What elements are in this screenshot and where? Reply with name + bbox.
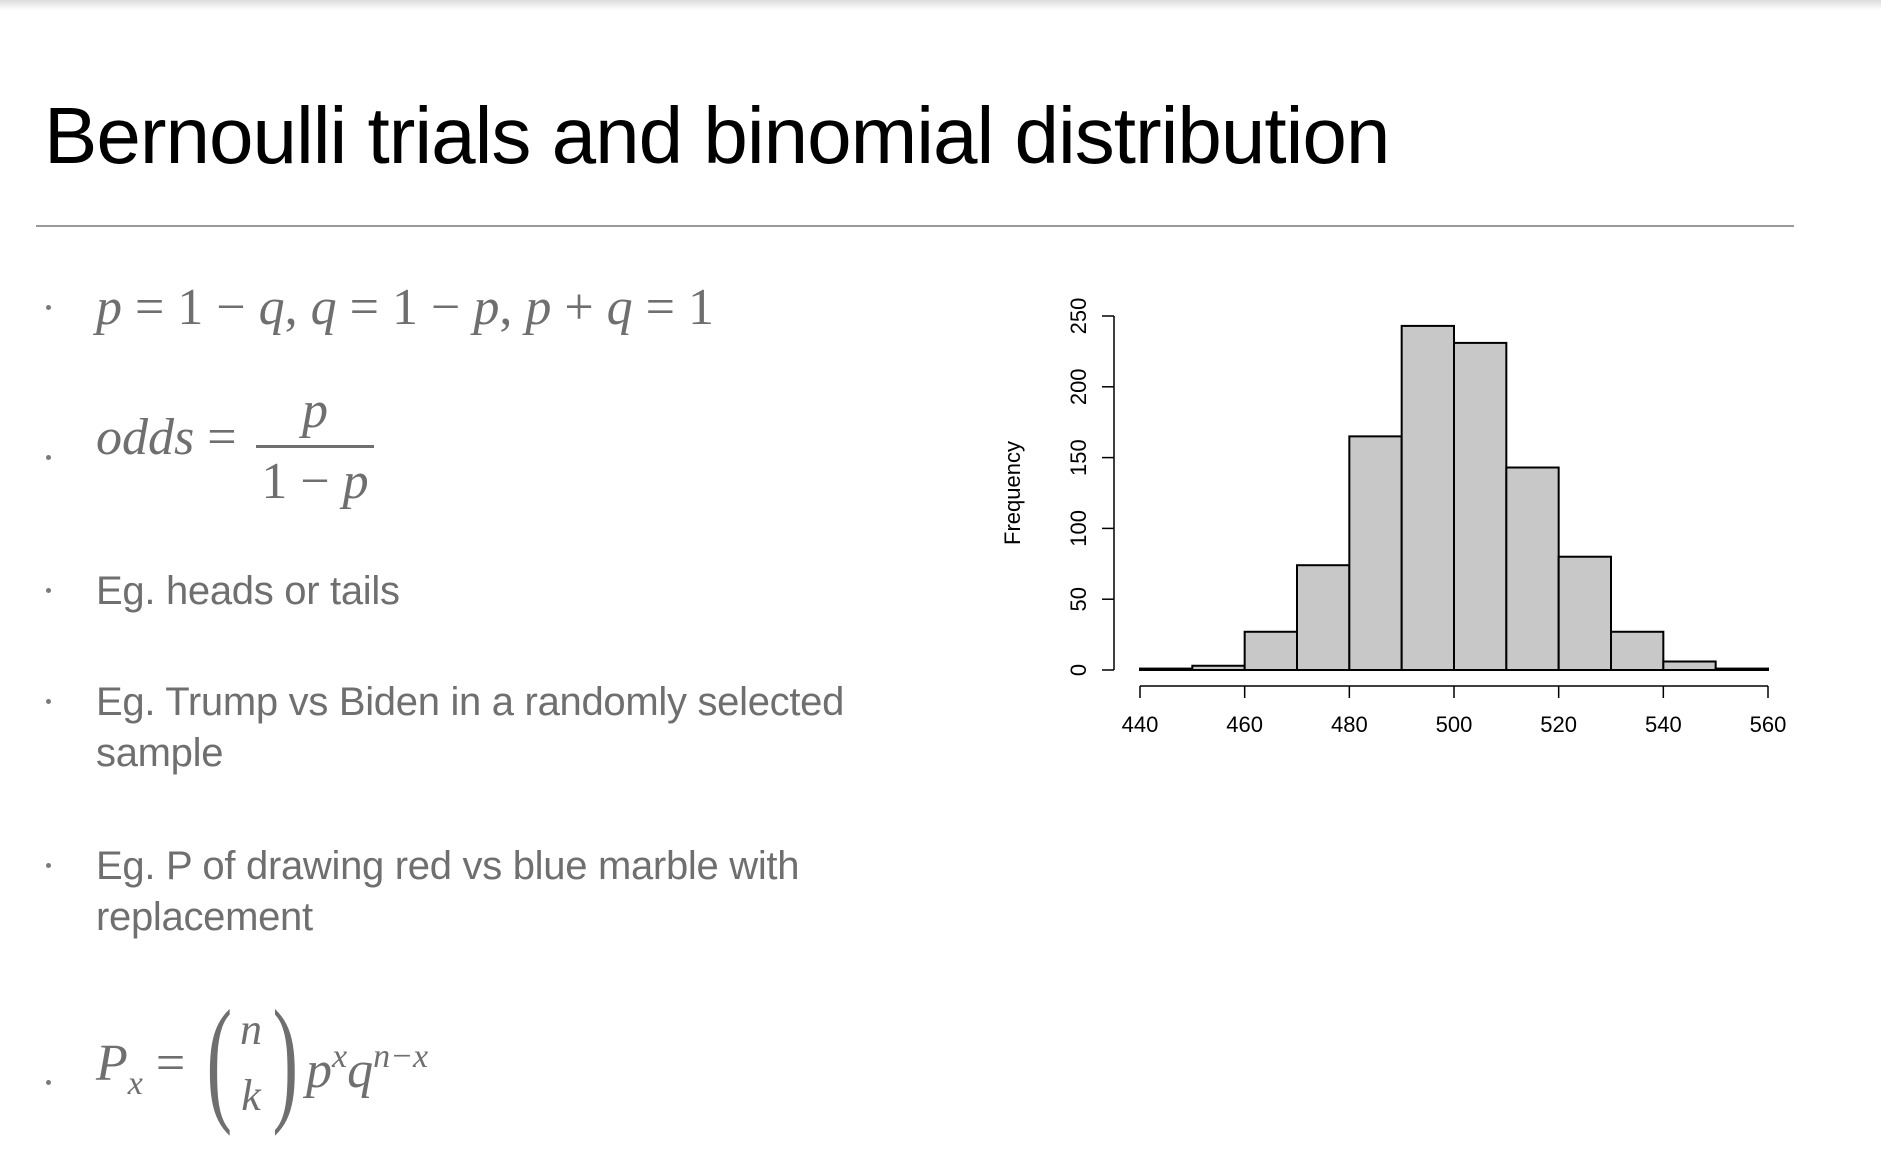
comma: , <box>284 279 311 336</box>
exponent-x: x <box>332 1038 348 1075</box>
binom-n: n <box>240 1005 262 1054</box>
var-q: q <box>347 1042 374 1099</box>
fraction-denominator: 1 − p <box>261 448 368 508</box>
histogram-bar <box>1191 664 1246 672</box>
bullet-1-equation: p = 1 − q, q = 1 − p, p + q = 1 <box>96 282 714 334</box>
bullet-5-line-1: Eg. P of drawing red vs blue marble with <box>96 844 800 888</box>
binomial-rhs: pxqn−x <box>306 1040 428 1097</box>
x-tick-label: 560 <box>1750 712 1787 737</box>
eq-part: = <box>142 1035 186 1092</box>
bullet-4-text: Eg. Trump vs Biden in a randomly selecte… <box>96 677 844 779</box>
bullet-4-line-2: sample <box>96 731 224 775</box>
bullet-5-line-2: replacement <box>96 895 313 939</box>
var-q: q <box>606 279 633 336</box>
right-paren: ) <box>272 982 299 1137</box>
x-tick-label: 500 <box>1436 712 1473 737</box>
histogram-bar <box>1243 630 1299 672</box>
var-p: p <box>473 279 500 336</box>
eq-part: = 1 − <box>122 279 259 336</box>
y-tick-label: 250 <box>1066 298 1091 335</box>
y-tick-label: 100 <box>1066 510 1091 547</box>
binom-k: k <box>241 1071 261 1120</box>
var-p: p <box>306 1042 332 1099</box>
exponent-n-minus-x: n−x <box>373 1038 429 1075</box>
histogram-bar <box>1557 555 1613 671</box>
comma: , <box>499 279 526 336</box>
title-divider <box>36 225 1794 227</box>
y-tick-label: 50 <box>1066 587 1091 611</box>
binomial-histogram: 440 460 480 500 520 540 560 0 50 100 150 200 250 Freq… <box>1000 298 1787 737</box>
x-tick-label: 460 <box>1226 712 1263 737</box>
bullet-2-equation: odds = <box>96 412 237 464</box>
x-tick-label: 520 <box>1540 712 1577 737</box>
var-q: q <box>258 279 285 336</box>
bullet-dot <box>46 863 51 868</box>
var-P: P <box>96 1035 128 1092</box>
histogram-bar <box>1348 435 1403 671</box>
bullet-4-line-1: Eg. Trump vs Biden in a randomly selecte… <box>96 680 845 724</box>
histogram-bar <box>1139 667 1194 672</box>
odds-label: odds <box>96 409 195 466</box>
var-p: p <box>525 279 552 336</box>
left-paren: ( <box>206 982 233 1137</box>
histogram-bar <box>1505 466 1560 671</box>
y-axis-label: Frequency <box>1000 441 1025 545</box>
eq-part: = 1 <box>632 279 714 336</box>
binomial-coefficient: n k <box>240 1008 262 1118</box>
var-p: p <box>342 453 369 510</box>
histogram-bar <box>1714 667 1770 672</box>
bullet-dot <box>46 455 51 460</box>
bullet-dot <box>46 588 51 593</box>
binomial-lhs: Px = <box>96 1038 185 1101</box>
fraction-bar <box>256 445 374 448</box>
y-tick-label: 0 <box>1066 664 1091 676</box>
x-tick-label: 480 <box>1331 712 1368 737</box>
histogram-bar <box>1453 341 1508 672</box>
bullet-5-text: Eg. P of drawing red vs blue marble with… <box>96 841 799 943</box>
x-tick-label: 440 <box>1122 712 1159 737</box>
fraction-numerator: p <box>302 382 328 439</box>
bullet-3-text: Eg. heads or tails <box>96 569 400 613</box>
eq-part: = 1 − <box>336 279 474 336</box>
den-one: 1 − <box>261 453 343 510</box>
odds-fraction: p 1 − p <box>256 385 374 508</box>
eq-part: = <box>194 409 237 466</box>
plus: + <box>551 279 607 336</box>
bullet-dot <box>46 1080 51 1085</box>
histogram-bar <box>1400 324 1455 672</box>
y-tick-label: 150 <box>1066 439 1091 476</box>
var-q: q <box>310 279 337 336</box>
y-tick-label: 200 <box>1066 368 1091 405</box>
histogram-bar <box>1296 564 1351 671</box>
x-tick-label: 540 <box>1645 712 1682 737</box>
histogram-bar <box>1610 630 1665 672</box>
histogram-bar <box>1662 660 1717 671</box>
slide-title: Bernoulli trials and binomial distributi… <box>44 91 1390 180</box>
bullet-dot <box>46 699 51 704</box>
bullet-dot <box>46 305 51 310</box>
var-p: p <box>96 279 122 336</box>
subscript-x: x <box>127 1065 143 1102</box>
top-shadow <box>0 0 1881 10</box>
